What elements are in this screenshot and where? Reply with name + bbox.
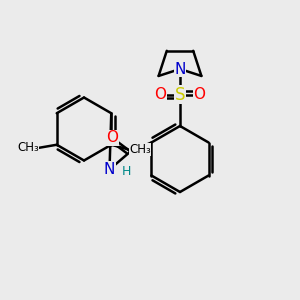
Text: CH₃: CH₃	[17, 141, 39, 154]
Text: N: N	[174, 61, 186, 76]
Text: N: N	[104, 162, 115, 177]
Text: S: S	[175, 85, 185, 103]
Text: CH₃: CH₃	[129, 143, 151, 156]
Text: O: O	[106, 130, 119, 146]
Text: H: H	[122, 165, 131, 178]
Text: O: O	[194, 87, 206, 102]
Text: O: O	[154, 87, 166, 102]
